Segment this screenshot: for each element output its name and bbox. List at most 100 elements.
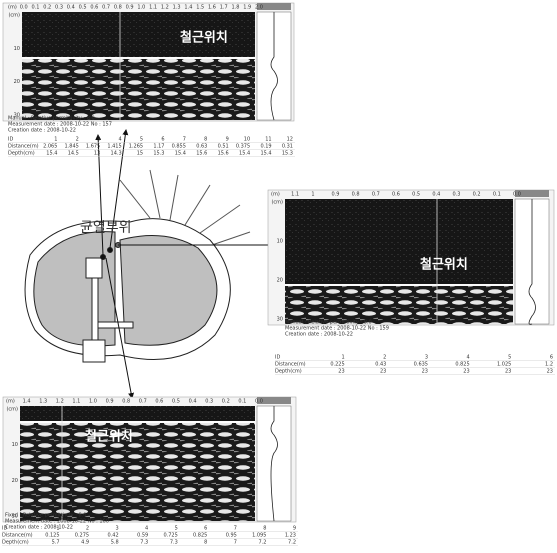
depth-label: 10 xyxy=(12,442,18,448)
table-cell: 2 xyxy=(76,137,79,143)
scale-label: 0.6 xyxy=(90,5,98,11)
table-cell: 1.025 xyxy=(497,362,511,368)
table-cell: 13 xyxy=(94,151,100,157)
table-cell: 5.8 xyxy=(111,540,119,546)
table-cell: 7.3 xyxy=(170,540,178,546)
table-cell: 1 xyxy=(341,355,344,361)
table-cell: ID xyxy=(275,355,280,361)
table-cell: 23 xyxy=(422,369,428,375)
scale-label: 0.2 xyxy=(473,192,481,198)
table-cell: 0.63 xyxy=(196,144,207,150)
scale-label: 0.7 xyxy=(372,192,380,198)
table-cell: 12 xyxy=(287,137,293,143)
table-cell: 1.675 xyxy=(86,144,100,150)
scale-label: 0.7 xyxy=(139,399,147,405)
table-cell: 1.2 xyxy=(545,362,553,368)
table-cell: 6 xyxy=(204,526,207,532)
scale-label: 0.5 xyxy=(172,399,180,405)
trace xyxy=(270,406,278,522)
table-cell: 1 xyxy=(56,526,59,532)
table-cell: Depth(cm) xyxy=(275,369,302,375)
table-cell: 0.825 xyxy=(193,533,207,539)
table-cell: 2 xyxy=(383,355,386,361)
table-cell: 15.6 xyxy=(196,151,207,157)
scale-label: 1.5 xyxy=(196,5,204,11)
scale-label: 1 xyxy=(311,192,314,198)
table-cell: 0.43 xyxy=(375,362,386,368)
table-cell: 0.375 xyxy=(236,144,250,150)
scale-label: 1.0 xyxy=(137,5,145,11)
scale-label: 1.3 xyxy=(39,399,47,405)
table-cell: 5 xyxy=(140,137,143,143)
scale-label: 1.2 xyxy=(161,5,169,11)
scale-label: 0.3 xyxy=(55,5,63,11)
scale-label: 0.1 xyxy=(32,5,40,11)
scale-label: 0.0 xyxy=(255,399,263,405)
tunnel-diagram xyxy=(24,169,251,363)
table-cell: 0.31 xyxy=(282,144,293,150)
table-cell: 15.4 xyxy=(239,151,250,157)
scale-label: 0.6 xyxy=(392,192,400,198)
scan-bands xyxy=(22,59,255,120)
note: Fixed : Relative permittivity : 8.0 xyxy=(5,513,86,519)
table-cell: 3 xyxy=(97,137,100,143)
table-cell: 15.4 xyxy=(260,151,271,157)
table-cell: ID xyxy=(8,137,13,143)
table-cell: 0.275 xyxy=(75,533,89,539)
trace-box xyxy=(256,405,292,522)
scale-label: 1.4 xyxy=(23,399,31,405)
depth-label: (cm) xyxy=(6,407,18,413)
table-cell: 1.17 xyxy=(153,144,164,150)
table-cell: Distance(m) xyxy=(275,362,306,368)
table-cell: 3 xyxy=(115,526,118,532)
table-cell: Distance(m) xyxy=(2,533,33,539)
table-cell: 0.19 xyxy=(260,144,271,150)
depth-label: 10 xyxy=(277,239,283,245)
table-cell: 14.3 xyxy=(111,151,122,157)
scale-label: 0.0 xyxy=(513,192,521,198)
scale-label: 0.0 xyxy=(20,5,28,11)
scale-label: 1.2 xyxy=(56,399,64,405)
scale-label: 0.8 xyxy=(114,5,122,11)
note: Creation date : 2008-10-22 xyxy=(8,128,76,134)
table-cell: 8 xyxy=(204,137,207,143)
table-cell: 1.23 xyxy=(285,533,296,539)
scan-bands xyxy=(285,286,513,324)
scale-label: 1.1 xyxy=(72,399,80,405)
table-cell: 7.3 xyxy=(140,540,148,546)
table-cell: 8 xyxy=(263,526,266,532)
table-cell: 7 xyxy=(234,526,237,532)
table-cell: Depth(cm) xyxy=(2,540,29,546)
color-bar xyxy=(515,190,549,197)
table-cell: 0.855 xyxy=(172,144,186,150)
note: Creation date : 2008-10-22 xyxy=(285,332,353,338)
scale-label: 1.4 xyxy=(184,5,192,11)
scale-label: (m) xyxy=(271,192,280,198)
scale-label: 0.1 xyxy=(238,399,246,405)
table-cell: 1.095 xyxy=(252,533,266,539)
scale-label: 0.3 xyxy=(205,399,213,405)
table-cell: ID xyxy=(2,526,7,532)
table-cell: 15.3 xyxy=(153,151,164,157)
color-bar xyxy=(257,3,291,10)
scan-bands xyxy=(20,423,255,521)
note: Manual : Relative permittivity : 8.0 xyxy=(8,116,95,122)
table-cell: 4 xyxy=(145,526,148,532)
note: Creation date : 2008-10-22 xyxy=(5,525,73,531)
depth-label: 20 xyxy=(12,478,18,484)
scale-label: 0.5 xyxy=(412,192,420,198)
rebar-label: 철근위치 xyxy=(85,429,133,445)
scale-label: 0.2 xyxy=(222,399,230,405)
table-cell: Depth(cm) xyxy=(8,151,35,157)
table-cell: 2.065 xyxy=(43,144,57,150)
trace xyxy=(270,12,278,121)
table-cell: 23 xyxy=(505,369,511,375)
scale-label: 0.5 xyxy=(79,5,87,11)
scale-label: 0.7 xyxy=(102,5,110,11)
crack-label: 균열부위 xyxy=(80,220,132,236)
scale-label: 0.3 xyxy=(453,192,461,198)
scale-label: (m) xyxy=(8,5,17,11)
depth-label: 30 xyxy=(14,113,20,119)
table-cell: 23 xyxy=(380,369,386,375)
